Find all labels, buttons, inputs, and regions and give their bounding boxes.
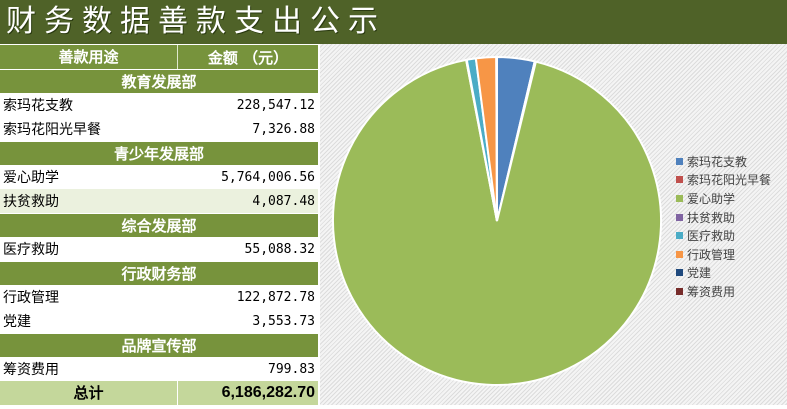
- legend-item: 索玛花支教: [676, 152, 771, 171]
- legend-label: 行政管理: [687, 246, 735, 263]
- legend-swatch: [676, 195, 683, 202]
- legend-label: 扶贫救助: [687, 209, 735, 226]
- row-value: 5,764,006.56: [221, 170, 315, 185]
- row-value: 122,872.78: [237, 290, 315, 305]
- row-label: 扶贫救助: [3, 191, 59, 211]
- legend-item: 筹资费用: [676, 282, 771, 301]
- legend-swatch: [676, 269, 683, 276]
- legend-swatch: [676, 176, 683, 183]
- row-label: 行政管理: [3, 287, 59, 307]
- page-title: 财务数据善款支出公示: [0, 0, 787, 44]
- legend-item: 扶贫救助: [676, 208, 771, 227]
- section-header: 综合发展部: [0, 213, 318, 237]
- legend-label: 索玛花阳光早餐: [687, 171, 771, 188]
- legend-label: 医疗救助: [687, 227, 735, 244]
- row-label: 爱心助学: [3, 167, 59, 187]
- row-value: 799.83: [268, 362, 315, 377]
- legend-item: 党建: [676, 264, 771, 283]
- table-row: 筹资费用 799.83: [0, 357, 318, 381]
- table-header: 善款用途 金额 （元）: [0, 45, 318, 69]
- section-header: 行政财务部: [0, 261, 318, 285]
- legend-swatch: [676, 214, 683, 221]
- legend-item: 索玛花阳光早餐: [676, 171, 771, 190]
- row-label: 筹资费用: [3, 359, 59, 379]
- total-label: 总计: [0, 381, 178, 405]
- table-row: 爱心助学 5,764,006.56: [0, 165, 318, 189]
- section-header: 青少年发展部: [0, 141, 318, 165]
- legend-swatch: [676, 158, 683, 165]
- legend-label: 索玛花支教: [687, 153, 747, 170]
- legend-item: 医疗救助: [676, 226, 771, 245]
- table-row: 索玛花阳光早餐 7,326.88: [0, 117, 318, 141]
- legend-swatch: [676, 251, 683, 258]
- legend-item: 行政管理: [676, 245, 771, 264]
- table-row: 行政管理 122,872.78: [0, 285, 318, 309]
- table-row: 党建 3,553.73: [0, 309, 318, 333]
- table-row: 扶贫救助 4,087.48: [0, 189, 318, 213]
- total-value: 6,186,282.70: [178, 384, 318, 402]
- row-label: 医疗救助: [3, 239, 59, 259]
- legend-swatch: [676, 288, 683, 295]
- chart-legend: 索玛花支教索玛花阳光早餐爱心助学扶贫救助医疗救助行政管理党建筹资费用: [676, 152, 771, 301]
- header-amount: 金额 （元）: [178, 47, 318, 68]
- section-header: 教育发展部: [0, 69, 318, 93]
- row-value: 4,087.48: [252, 194, 315, 209]
- row-label: 索玛花阳光早餐: [3, 119, 101, 139]
- row-value: 7,326.88: [252, 122, 315, 137]
- legend-label: 爱心助学: [687, 190, 735, 207]
- legend-label: 筹资费用: [687, 283, 735, 300]
- row-label: 索玛花支教: [3, 95, 73, 115]
- row-value: 55,088.32: [245, 242, 315, 257]
- row-label: 党建: [3, 311, 31, 331]
- section-header: 品牌宣传部: [0, 333, 318, 357]
- legend-item: 爱心助学: [676, 189, 771, 208]
- table-row: 索玛花支教 228,547.12: [0, 93, 318, 117]
- row-value: 3,553.73: [252, 314, 315, 329]
- legend-label: 党建: [687, 264, 711, 281]
- row-value: 228,547.12: [237, 98, 315, 113]
- table-row: 医疗救助 55,088.32: [0, 237, 318, 261]
- legend-swatch: [676, 232, 683, 239]
- header-purpose: 善款用途: [0, 45, 178, 69]
- donation-table: 善款用途 金额 （元） 教育发展部索玛花支教 228,547.12 索玛花阳光早餐 7…: [0, 45, 318, 405]
